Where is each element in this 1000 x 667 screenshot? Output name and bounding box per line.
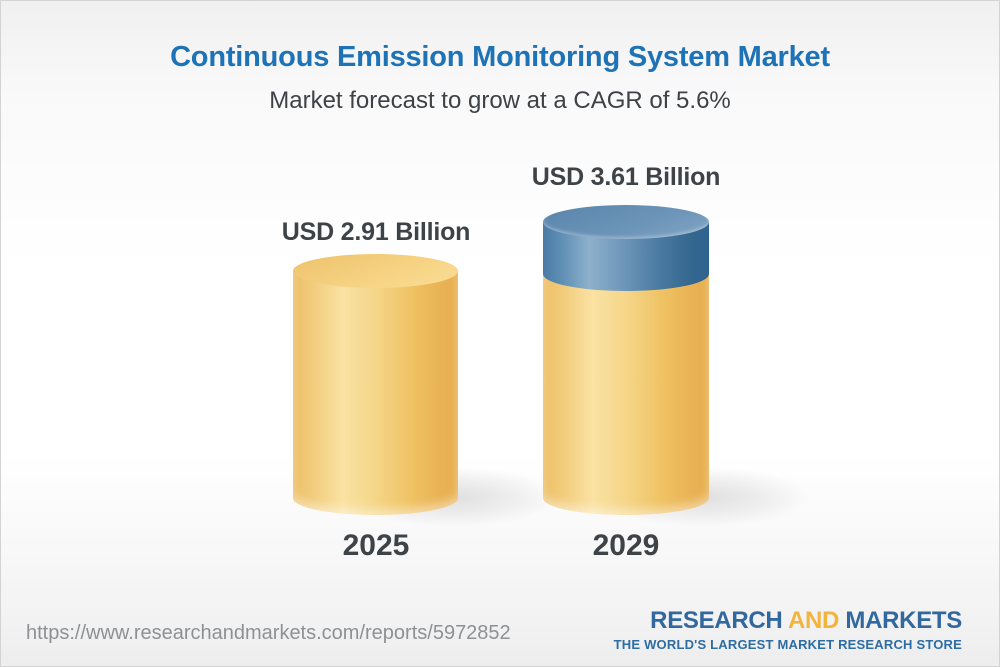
logo-word-research: RESEARCH: [650, 607, 783, 634]
research-and-markets-logo: RESEARCH AND MARKETS THE WORLD'S LARGEST…: [613, 607, 963, 652]
category-label-2025: 2025: [342, 529, 410, 562]
page-subtitle: Market forecast to grow at a CAGR of 5.6…: [269, 87, 731, 114]
cylinder-2025-top-ellipse: [293, 254, 458, 288]
category-label-2029: 2029: [592, 529, 660, 562]
cylinder-2025-body: [293, 271, 458, 515]
value-label-2025: USD 2.91 Billion: [281, 218, 471, 246]
logo-word-markets: MARKETS: [845, 607, 962, 634]
logo-word-and: AND: [787, 607, 840, 634]
logo-wordmark: RESEARCH AND MARKETS: [614, 607, 962, 635]
report-url-text: https://www.researchandmarkets.com/repor…: [26, 622, 511, 644]
cylinder-2029-top-ellipse: [543, 205, 709, 239]
cylinder-2029-base-segment: [543, 274, 709, 515]
logo-tagline: THE WORLD'S LARGEST MARKET RESEARCH STOR…: [613, 637, 962, 652]
page-title: Continuous Emission Monitoring System Ma…: [170, 41, 830, 73]
value-label-2029: USD 3.61 Billion: [531, 163, 721, 191]
